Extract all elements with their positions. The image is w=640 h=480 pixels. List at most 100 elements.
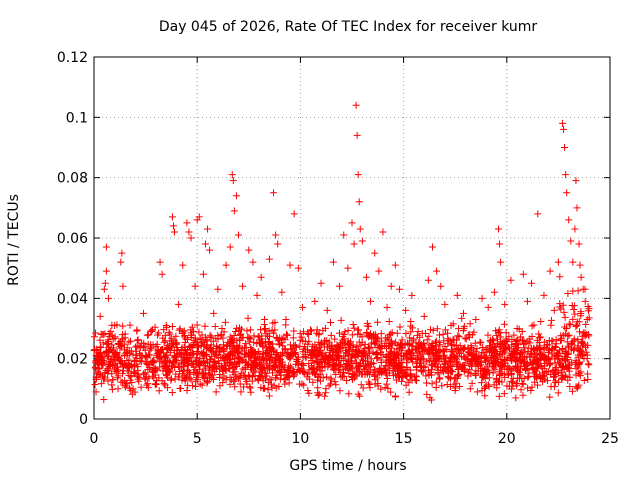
data-point: [454, 345, 462, 353]
data-point: [130, 368, 138, 376]
data-point: [229, 177, 237, 185]
data-point: [383, 380, 391, 388]
data-point: [402, 306, 410, 314]
data-point: [557, 305, 565, 313]
data-point: [268, 384, 276, 392]
data-point: [537, 318, 545, 326]
data-point: [464, 369, 472, 377]
data-point: [267, 376, 275, 384]
data-point: [173, 340, 181, 348]
data-point: [484, 331, 492, 339]
data-point: [417, 367, 425, 375]
data-point: [571, 310, 579, 318]
data-point: [182, 358, 190, 366]
data-point: [232, 363, 240, 371]
data-point: [562, 372, 570, 380]
data-point: [547, 321, 555, 329]
data-point: [393, 329, 401, 337]
data-point: [490, 347, 498, 355]
data-point: [367, 330, 375, 338]
data-point: [398, 363, 406, 371]
data-point: [141, 375, 149, 383]
data-point: [534, 360, 542, 368]
data-point: [160, 338, 168, 346]
data-point: [573, 384, 581, 392]
data-point: [547, 383, 555, 391]
data-point: [262, 330, 270, 338]
data-point: [249, 258, 257, 266]
data-point: [100, 396, 108, 404]
data-point: [574, 363, 582, 371]
data-point: [428, 380, 436, 388]
data-point: [250, 332, 258, 340]
data-point: [273, 367, 281, 375]
data-point: [397, 367, 405, 375]
data-point: [99, 339, 107, 347]
x-tick-label: 15: [395, 431, 413, 447]
data-point: [214, 285, 222, 293]
data-point: [433, 325, 441, 333]
data-point: [512, 394, 520, 402]
data-point: [193, 321, 201, 329]
data-point: [181, 339, 189, 347]
data-point: [323, 373, 331, 381]
data-point: [408, 324, 416, 332]
data-point: [348, 376, 356, 384]
data-point: [298, 333, 306, 341]
data-point: [173, 343, 181, 351]
data-point: [123, 367, 131, 375]
data-point: [352, 101, 360, 109]
data-point: [385, 369, 393, 377]
data-point: [269, 329, 277, 337]
data-point: [572, 321, 580, 329]
data-point: [216, 382, 224, 390]
data-point: [510, 331, 518, 339]
data-point: [151, 323, 159, 331]
data-point: [478, 379, 486, 387]
data-point: [162, 321, 170, 329]
data-point: [548, 337, 556, 345]
data-point: [283, 330, 291, 338]
data-point: [570, 305, 578, 313]
data-point: [179, 261, 187, 269]
data-point: [338, 373, 346, 381]
data-point: [544, 368, 552, 376]
data-point: [281, 380, 289, 388]
data-point: [258, 332, 266, 340]
data-point: [301, 337, 309, 345]
data-point: [575, 318, 583, 326]
data-point: [507, 352, 515, 360]
data-point: [486, 336, 494, 344]
data-point: [552, 336, 560, 344]
data-point: [318, 362, 326, 370]
data-point: [220, 345, 228, 353]
data-point: [286, 341, 294, 349]
data-point: [298, 360, 306, 368]
data-point: [574, 287, 582, 295]
data-point: [395, 354, 403, 362]
data-point: [478, 294, 486, 302]
data-point: [452, 346, 460, 354]
data-point: [524, 373, 532, 381]
data-point: [455, 333, 463, 341]
data-point: [542, 344, 550, 352]
data-point: [111, 353, 119, 361]
data-point: [546, 267, 554, 275]
data-point: [556, 300, 564, 308]
data-point: [550, 306, 558, 314]
data-point: [447, 321, 455, 329]
data-point: [227, 358, 235, 366]
data-point: [382, 362, 390, 370]
data-point: [150, 374, 158, 382]
data-point: [354, 330, 362, 338]
data-point: [303, 329, 311, 337]
data-point: [144, 380, 152, 388]
data-point: [247, 388, 255, 396]
data-point: [569, 315, 577, 323]
data-point: [221, 318, 229, 326]
data-point: [140, 309, 148, 317]
data-point: [316, 350, 324, 358]
data-point: [335, 354, 343, 362]
data-point: [440, 351, 448, 359]
